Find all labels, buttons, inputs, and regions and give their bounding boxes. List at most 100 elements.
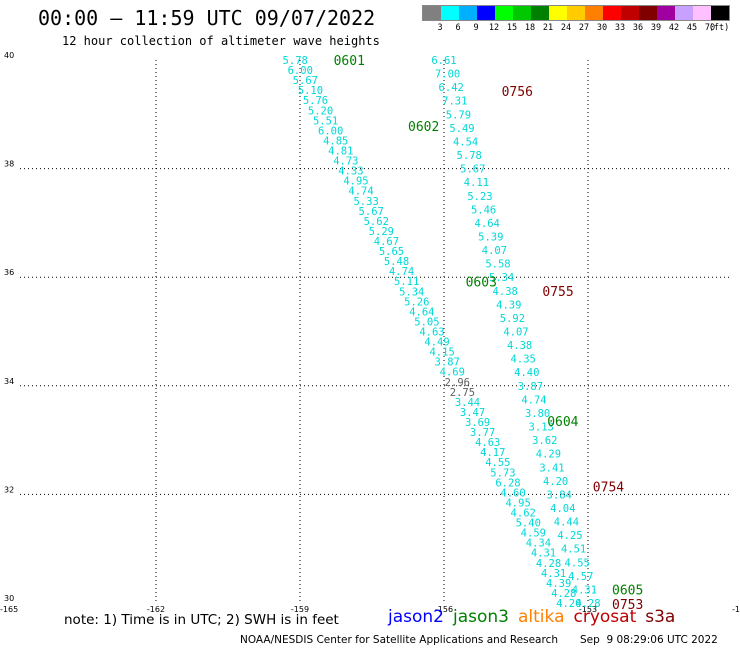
pass-time-label: 0602 — [408, 120, 439, 135]
legend-label: 18 — [524, 23, 536, 33]
legend-labels: 3 6 9 12 15 18 21 24 27 30 33 36 39 42 45 70 (ft) — [422, 21, 730, 35]
legend-label: 39 — [650, 23, 662, 33]
wave-height-value: 5.65 — [379, 246, 404, 258]
legend-swatch — [423, 6, 441, 20]
legend-swatch — [459, 6, 477, 20]
legend-swatch — [675, 6, 693, 20]
wave-height-value: 4.31 — [541, 568, 566, 580]
wave-height-value: 4.54 — [453, 136, 478, 148]
x-tick-label: -159 — [291, 605, 309, 614]
x-tick-label: -156 — [435, 605, 453, 614]
legend-swatch — [567, 6, 585, 20]
legend-label: 3 — [437, 23, 443, 33]
y-tick-label: 38 — [4, 160, 14, 169]
color-legend: 3 6 9 12 15 18 21 24 27 30 33 36 39 42 45 70 (ft) — [422, 5, 730, 35]
legend-swatch — [639, 6, 657, 20]
wave-height-value: 4.67 — [374, 236, 399, 248]
legend-swatch — [603, 6, 621, 20]
wave-height-value: 4.25 — [557, 530, 582, 542]
wave-height-value: 3.84 — [547, 489, 572, 501]
wave-height-value: 4.59 — [521, 528, 546, 540]
wave-height-value: 5.92 — [500, 313, 525, 325]
wave-height-value: 4.34 — [526, 538, 551, 550]
y-tick-label: 30 — [4, 594, 14, 603]
wave-height-value: 5.20 — [308, 105, 333, 117]
footer-timestamp: Sep 9 08:29:06 UTC 2022 — [580, 634, 718, 646]
pass-time-label: 0753 — [612, 598, 643, 613]
wave-height-value: 4.55 — [485, 457, 510, 469]
wave-height-value: 3.77 — [470, 427, 495, 439]
legend-label: 15 — [506, 23, 518, 33]
satellite-name-jason3: jason3 — [453, 607, 509, 627]
satellite-name-altika: altika — [518, 607, 565, 627]
legend-swatch — [477, 6, 495, 20]
wave-height-value: 5.26 — [404, 296, 429, 308]
wave-height-value: 5.29 — [369, 226, 394, 238]
wave-height-value: 4.39 — [496, 299, 521, 311]
wave-height-value: 3.62 — [532, 435, 557, 447]
wave-height-value: 6.61 — [431, 55, 456, 67]
wave-height-value: 5.51 — [313, 115, 338, 127]
wave-height-value: 4.63 — [475, 437, 500, 449]
legend-swatch — [621, 6, 639, 20]
wave-height-value: 4.07 — [503, 327, 528, 339]
wave-height-value: 4.28 — [575, 598, 600, 610]
pass-time-label: 0756 — [502, 85, 533, 100]
wave-height-value: 6.42 — [439, 82, 464, 94]
wave-height-value: 4.62 — [511, 508, 536, 520]
legend-swatch — [549, 6, 567, 20]
wave-height-value: 6.00 — [318, 125, 343, 137]
legend-label: 70 — [704, 23, 716, 33]
wave-height-value: 5.79 — [446, 109, 471, 121]
wave-height-value: 5.78 — [283, 55, 308, 67]
legend-swatch — [531, 6, 549, 20]
wave-height-value: 4.20 — [556, 598, 581, 610]
wave-height-value: 4.63 — [419, 327, 444, 339]
satellite-list: jason2 jason3 altika cryosat s3a — [388, 607, 684, 627]
pass-time-label: 0601 — [334, 54, 365, 69]
wave-height-value: 3.87 — [435, 357, 460, 369]
legend-color-bar — [422, 5, 730, 21]
wave-height-value: 4.20 — [543, 476, 568, 488]
wave-height-value: 4.38 — [507, 340, 532, 352]
wave-height-value: 5.62 — [364, 216, 389, 228]
wave-height-value: 5.05 — [414, 316, 439, 328]
wave-height-value: 4.74 — [521, 394, 546, 406]
wave-height-value: 4.29 — [536, 449, 561, 461]
wave-height-value: 5.73 — [490, 467, 515, 479]
legend-label: 9 — [473, 23, 479, 33]
wave-height-value: 4.73 — [333, 156, 358, 168]
wave-height-value: 4.17 — [480, 447, 505, 459]
wave-height-value: 5.40 — [516, 518, 541, 530]
legend-swatch — [711, 6, 729, 20]
legend-label: 12 — [488, 23, 500, 33]
legend-swatch — [693, 6, 711, 20]
legend-label: 24 — [560, 23, 572, 33]
legend-label: 45 — [686, 23, 698, 33]
wave-height-value: 5.67 — [359, 206, 384, 218]
y-tick-label: 32 — [4, 485, 14, 494]
legend-swatch — [513, 6, 531, 20]
wave-height-value: 4.69 — [440, 367, 465, 379]
pass-time-label: 0603 — [466, 276, 497, 291]
page-subtitle: 12 hour collection of altimeter wave hei… — [62, 34, 380, 48]
wave-height-value: 4.85 — [323, 135, 348, 147]
x-tick-label: -150 — [732, 605, 740, 614]
wave-height-value: 7.00 — [435, 69, 460, 81]
wave-height-value: 3.44 — [455, 397, 480, 409]
legend-label: 42 — [668, 23, 680, 33]
wave-height-value: 7.31 — [442, 96, 467, 108]
wave-height-value: 4.64 — [475, 218, 500, 230]
wave-height-value: 5.58 — [485, 259, 510, 271]
legend-label: 21 — [542, 23, 554, 33]
wave-height-value: 5.34 — [399, 286, 424, 298]
pass-time-label: 0604 — [547, 415, 578, 430]
wave-height-value: 4.07 — [482, 245, 507, 257]
legend-swatch — [441, 6, 459, 20]
wave-height-value: 4.44 — [554, 517, 579, 529]
wave-height-value: 5.10 — [298, 85, 323, 97]
wave-height-value: 4.57 — [568, 571, 593, 583]
pass-time-label: 0605 — [612, 583, 643, 598]
legend-label: 6 — [455, 23, 461, 33]
